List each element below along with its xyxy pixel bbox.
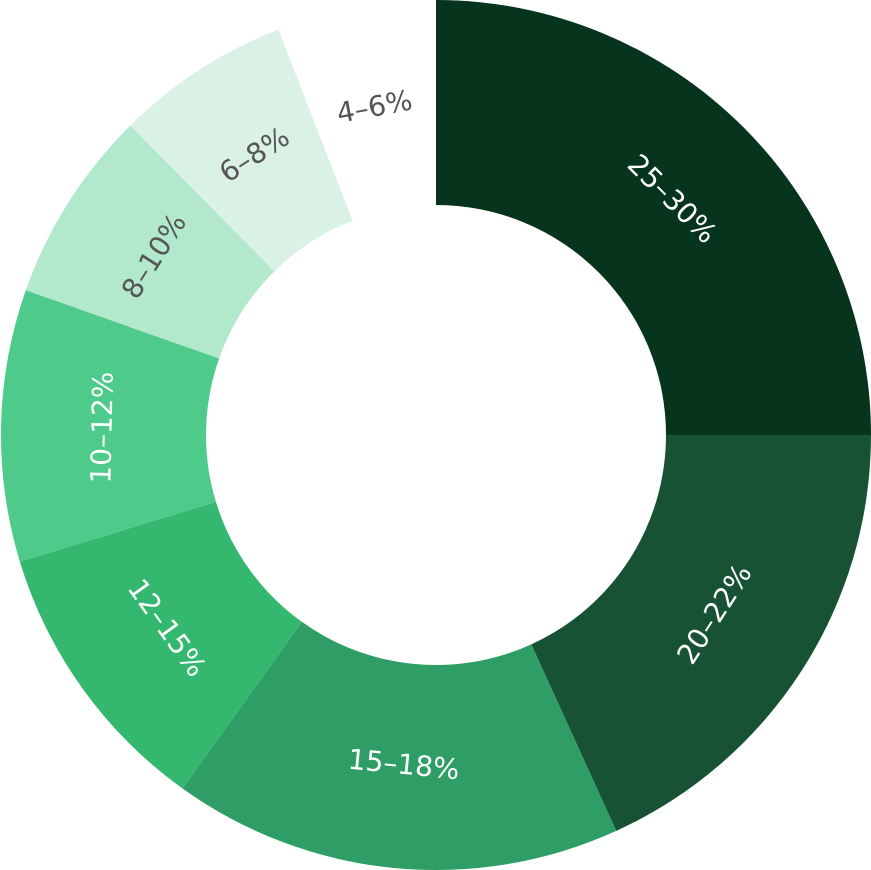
- donut-slice: [130, 29, 353, 272]
- donut-slice: [182, 621, 617, 870]
- donut-slice: [19, 501, 302, 789]
- donut-slice: [25, 125, 275, 359]
- donut-slice: [278, 0, 436, 221]
- donut-slice: [436, 0, 871, 435]
- donut-slice: [0, 290, 220, 562]
- slice-label: 10–12%: [84, 371, 119, 484]
- donut-slice: [531, 435, 871, 831]
